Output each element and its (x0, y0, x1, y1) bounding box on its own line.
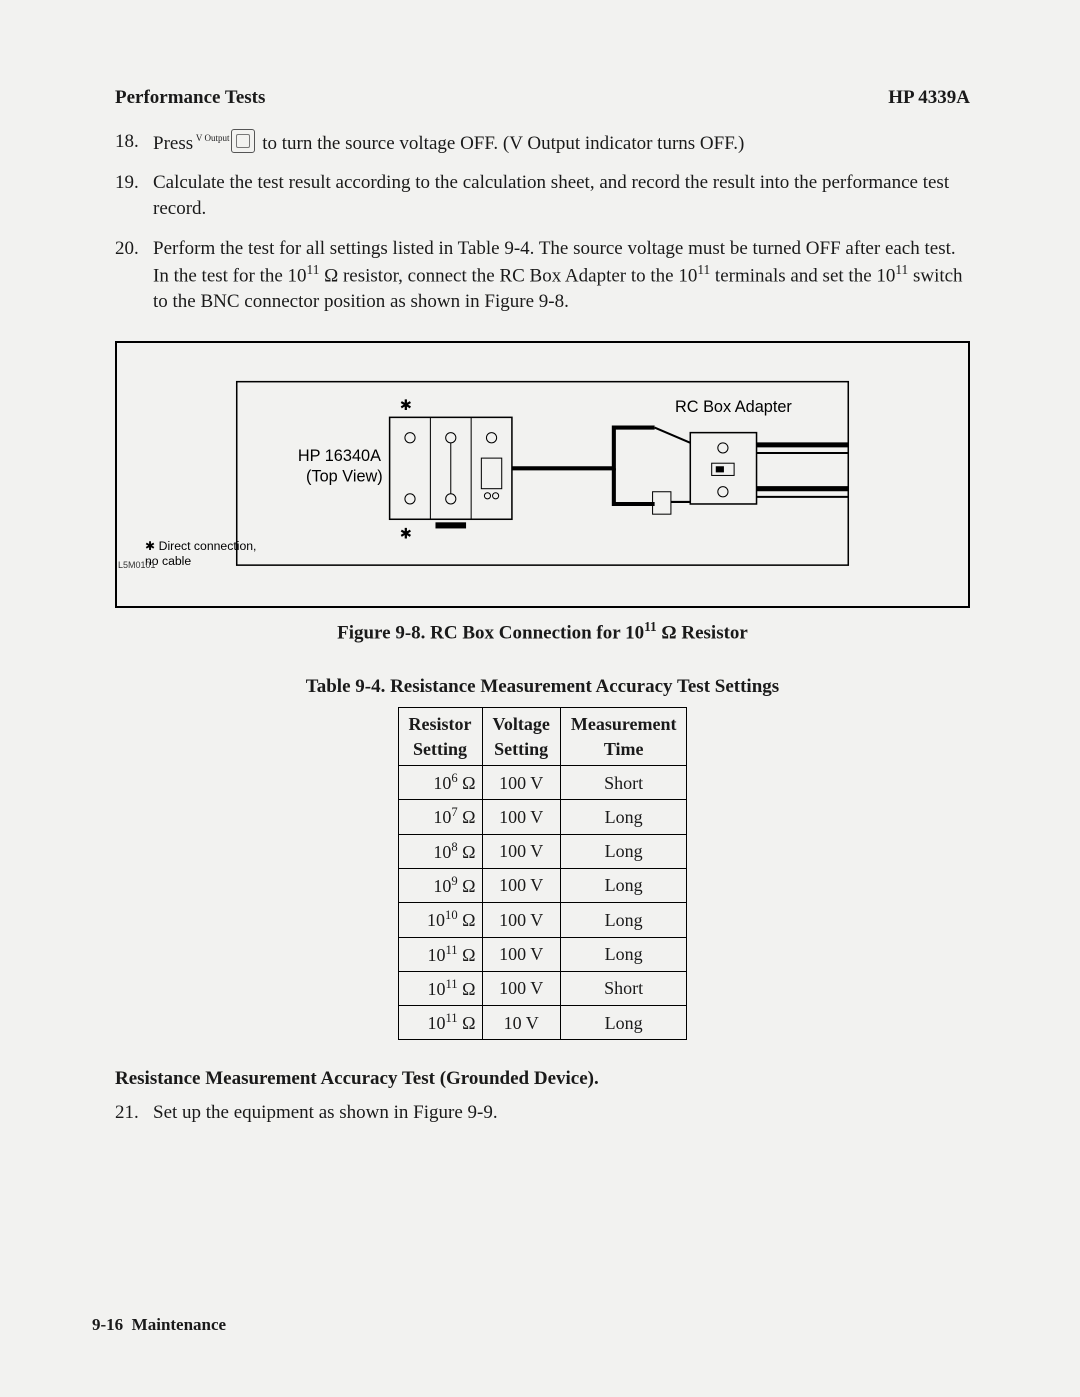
table-row: 1011 Ω10 VLong (398, 1006, 687, 1040)
figure-diagram: ✱ ✱ HP 16340A (Top View) RC B (145, 371, 940, 586)
page-footer: 9-16 Maintenance (92, 1314, 226, 1337)
table-row: 109 Ω100 VLong (398, 868, 687, 902)
step-20: 20. Perform the test for all settings li… (115, 236, 970, 315)
step-21: 21. Set up the equipment as shown in Fig… (115, 1100, 970, 1126)
fig-label-hp-a: HP 16340A (298, 447, 381, 465)
exp: 11 (697, 262, 710, 277)
col-time: MeasurementTime (560, 708, 687, 766)
step-text: Set up the equipment as shown in Figure … (153, 1102, 498, 1123)
exp: 11 (307, 262, 320, 277)
cell-time: Long (560, 834, 687, 868)
figure-9-8: ✱ ✱ HP 16340A (Top View) RC B (115, 341, 970, 608)
cell-voltage: 100 V (482, 766, 560, 800)
table-row: 106 Ω100 VShort (398, 766, 687, 800)
exp: 11 (895, 262, 908, 277)
table-row: 107 Ω100 VLong (398, 800, 687, 834)
step-text-pre: Press (153, 133, 193, 154)
cell-time: Long (560, 868, 687, 902)
cell-voltage: 100 V (482, 971, 560, 1005)
section-heading: Resistance Measurement Accuracy Test (Gr… (115, 1066, 970, 1092)
step-num: 18. (115, 129, 139, 155)
table-row: 1011 Ω100 VShort (398, 971, 687, 1005)
cell-voltage: 100 V (482, 868, 560, 902)
fig-note-a: ✱ Direct connection, (145, 539, 256, 553)
cell-time: Short (560, 766, 687, 800)
col-voltage: VoltageSetting (482, 708, 560, 766)
cell-resistor: 1011 Ω (398, 1006, 482, 1040)
step-num: 21. (115, 1100, 139, 1126)
fig-label-hp-b: (Top View) (306, 467, 383, 485)
key-label: V Output (196, 133, 230, 143)
table-caption: Table 9-4. Resistance Measurement Accura… (115, 674, 970, 700)
cell-resistor: 106 Ω (398, 766, 482, 800)
table-row: 108 Ω100 VLong (398, 834, 687, 868)
step-text-b: Ω resistor, connect the RC Box Adapter t… (319, 266, 697, 287)
step-num: 19. (115, 170, 139, 196)
fig-label-adapter: RC Box Adapter (675, 398, 792, 416)
cell-time: Long (560, 1006, 687, 1040)
step-text-post: to turn the source voltage OFF. (V Outpu… (262, 133, 744, 154)
cell-voltage: 100 V (482, 903, 560, 937)
cell-resistor: 109 Ω (398, 868, 482, 902)
table-row: 1010 Ω100 VLong (398, 903, 687, 937)
header-right: HP 4339A (888, 85, 970, 111)
cell-voltage: 100 V (482, 937, 560, 971)
figure-code: L5M0101 (118, 559, 156, 571)
step-19: 19. Calculate the test result according … (115, 170, 970, 221)
asterisk-top: ✱ (400, 398, 412, 414)
cell-voltage: 100 V (482, 800, 560, 834)
step-num: 20. (115, 236, 139, 262)
header-left: Performance Tests (115, 85, 265, 111)
asterisk-bottom: ✱ (400, 526, 412, 542)
table-row: 1011 Ω100 VLong (398, 937, 687, 971)
cell-resistor: 1010 Ω (398, 903, 482, 937)
figure-caption: Figure 9-8. RC Box Connection for 1011 Ω… (115, 618, 970, 646)
step-text: Calculate the test result according to t… (153, 172, 949, 219)
cell-resistor: 107 Ω (398, 800, 482, 834)
step-18: 18. Press V Output to turn the source vo… (115, 129, 970, 157)
cell-resistor: 108 Ω (398, 834, 482, 868)
settings-table: ResistorSetting VoltageSetting Measureme… (398, 707, 688, 1040)
cell-voltage: 10 V (482, 1006, 560, 1040)
v-output-key-icon (231, 129, 255, 153)
cell-time: Long (560, 937, 687, 971)
step-text-c: terminals and set the 10 (710, 266, 895, 287)
cell-time: Long (560, 800, 687, 834)
cell-resistor: 1011 Ω (398, 937, 482, 971)
cell-time: Short (560, 971, 687, 1005)
cell-time: Long (560, 903, 687, 937)
cell-voltage: 100 V (482, 834, 560, 868)
col-resistor: ResistorSetting (398, 708, 482, 766)
cell-resistor: 1011 Ω (398, 971, 482, 1005)
